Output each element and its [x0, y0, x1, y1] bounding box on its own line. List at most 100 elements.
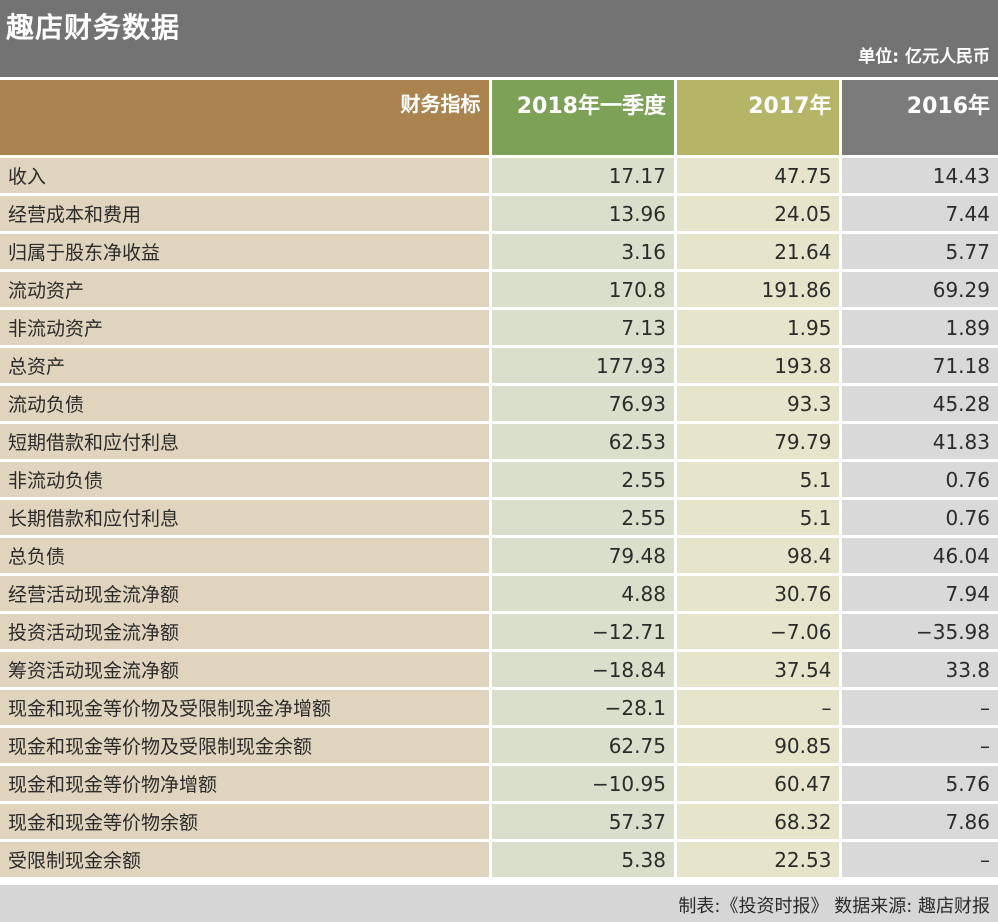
row-label: 受限制现金余额 [0, 842, 489, 877]
value-2018q1: 2.55 [491, 500, 674, 535]
value-2018q1: 76.93 [491, 386, 674, 421]
table-row: 流动负债 76.93 93.3 45.28 [0, 386, 998, 421]
header-2016: 2016年 [842, 80, 998, 155]
row-label: 短期借款和应付利息 [0, 424, 489, 459]
row-label: 非流动资产 [0, 310, 489, 345]
row-label: 现金和现金等价物及受限制现金余额 [0, 728, 489, 763]
value-2016: – [842, 690, 998, 725]
row-label: 投资活动现金流净额 [0, 614, 489, 649]
row-label: 流动资产 [0, 272, 489, 307]
row-label: 筹资活动现金流净额 [0, 652, 489, 687]
table-row: 归属于股东净收益 3.16 21.64 5.77 [0, 234, 998, 269]
value-2018q1: 13.96 [491, 196, 674, 231]
value-2016: 7.86 [842, 804, 998, 839]
value-2016: 69.29 [842, 272, 998, 307]
row-label: 现金和现金等价物及受限制现金净增额 [0, 690, 489, 725]
value-2016: 14.43 [842, 158, 998, 193]
table-row: 非流动负债 2.55 5.1 0.76 [0, 462, 998, 497]
value-2018q1: 57.37 [491, 804, 674, 839]
value-2017: 21.64 [676, 234, 840, 269]
value-2018q1: 62.53 [491, 424, 674, 459]
row-label: 总资产 [0, 348, 489, 383]
value-2016: – [842, 842, 998, 877]
table-row: 现金和现金等价物及受限制现金余额 62.75 90.85– [0, 728, 998, 763]
table-row: 现金和现金等价物净增额 −10.95 60.47 5.76 [0, 766, 998, 801]
value-2018q1: 17.17 [491, 158, 674, 193]
table-row: 投资活动现金流净额 −12.71 −7.06 −35.98 [0, 614, 998, 649]
row-label: 非流动负债 [0, 462, 489, 497]
row-label: 归属于股东净收益 [0, 234, 489, 269]
value-2017: 68.32 [676, 804, 840, 839]
header-metric: 财务指标 [0, 80, 489, 155]
value-2016: 1.89 [842, 310, 998, 345]
value-2018q1: 170.8 [491, 272, 674, 307]
value-2017: 90.85 [676, 728, 840, 763]
value-2017: 24.05 [676, 196, 840, 231]
value-2016: 5.77 [842, 234, 998, 269]
header-2017: 2017年 [676, 80, 840, 155]
table-row: 受限制现金余额 5.38 22.53– [0, 842, 998, 877]
value-2016: −35.98 [842, 614, 998, 649]
unit-label: 单位: 亿元人民币 [858, 47, 990, 67]
table-row: 总资产 177.93 193.8 71.18 [0, 348, 998, 383]
value-2016: – [842, 728, 998, 763]
value-2016: 45.28 [842, 386, 998, 421]
row-label: 总负债 [0, 538, 489, 573]
table-row: 经营活动现金流净额 4.88 30.76 7.94 [0, 576, 998, 611]
value-2016: 46.04 [842, 538, 998, 573]
value-2017: 22.53 [676, 842, 840, 877]
source-note: 制表:《投资时报》 数据来源: 趣店财报 [678, 896, 990, 917]
page-title: 趣店财务数据 [6, 11, 181, 44]
value-2017: 98.4 [676, 538, 840, 573]
value-2018q1: 7.13 [491, 310, 674, 345]
value-2016: 71.18 [842, 348, 998, 383]
value-2018q1: 3.16 [491, 234, 674, 269]
value-2017: 60.47 [676, 766, 840, 801]
value-2017: 47.75 [676, 158, 840, 193]
value-2017: 37.54 [676, 652, 840, 687]
row-label: 现金和现金等价物余额 [0, 804, 489, 839]
header-2018q1: 2018年一季度 [491, 80, 674, 155]
value-2018q1: −28.1 [491, 690, 674, 725]
row-label: 经营成本和费用 [0, 196, 489, 231]
table-row: 现金和现金等价物余额 57.37 68.32 7.86 [0, 804, 998, 839]
value-2016: 0.76 [842, 500, 998, 535]
value-2018q1: −18.84 [491, 652, 674, 687]
value-2017: 5.1 [676, 500, 840, 535]
row-label: 流动负债 [0, 386, 489, 421]
value-2017: 79.79 [676, 424, 840, 459]
title-bar: 趣店财务数据 单位: 亿元人民币 [0, 0, 998, 77]
value-2016: 7.94 [842, 576, 998, 611]
table-row: 非流动资产 7.13 1.95 1.89 [0, 310, 998, 345]
value-2016: 33.8 [842, 652, 998, 687]
row-label: 长期借款和应付利息 [0, 500, 489, 535]
value-2018q1: 62.75 [491, 728, 674, 763]
value-2018q1: −12.71 [491, 614, 674, 649]
value-2017: 1.95 [676, 310, 840, 345]
value-2016: 41.83 [842, 424, 998, 459]
value-2017: – [676, 690, 840, 725]
row-label: 收入 [0, 158, 489, 193]
table-row: 现金和现金等价物及受限制现金净增额 −28.1– – [0, 690, 998, 725]
table-header-row: 财务指标 2018年一季度 2017年 2016年 [0, 80, 998, 155]
value-2018q1: −10.95 [491, 766, 674, 801]
value-2017: 30.76 [676, 576, 840, 611]
table-row: 收入 17.17 47.75 14.43 [0, 158, 998, 193]
value-2017: 193.8 [676, 348, 840, 383]
table-row: 流动资产 170.8 191.86 69.29 [0, 272, 998, 307]
value-2017: 93.3 [676, 386, 840, 421]
value-2017: 5.1 [676, 462, 840, 497]
footer: 制表:《投资时报》 数据来源: 趣店财报 [0, 885, 998, 922]
table-row: 长期借款和应付利息 2.55 5.1 0.76 [0, 500, 998, 535]
table-row: 总负债 79.48 98.4 46.04 [0, 538, 998, 573]
value-2016: 0.76 [842, 462, 998, 497]
financial-table: 财务指标 2018年一季度 2017年 2016年 收入 17.17 47.75 14… [0, 80, 998, 880]
table-row: 短期借款和应付利息 62.53 79.79 41.83 [0, 424, 998, 459]
value-2016: 5.76 [842, 766, 998, 801]
value-2018q1: 177.93 [491, 348, 674, 383]
value-2018q1: 5.38 [491, 842, 674, 877]
table-row: 筹资活动现金流净额 −18.84 37.54 33.8 [0, 652, 998, 687]
value-2016: 7.44 [842, 196, 998, 231]
value-2018q1: 2.55 [491, 462, 674, 497]
value-2018q1: 79.48 [491, 538, 674, 573]
